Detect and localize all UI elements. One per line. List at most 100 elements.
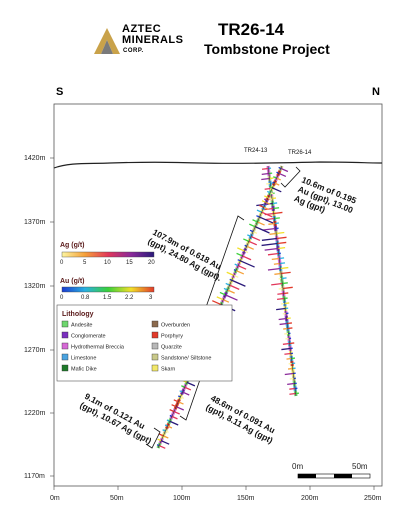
ag-assay-bar: [267, 197, 273, 200]
lithology-label: Sandstone/ Siltstone: [161, 356, 211, 362]
logo-line-2: MINERALS: [122, 34, 184, 46]
au-assay-bar: [280, 266, 289, 270]
au-assay-bar: [249, 229, 254, 233]
au-legend-title: Au (g/t): [60, 278, 85, 285]
ag-assay-bar: [182, 391, 190, 396]
ag-assay-bar: [160, 440, 170, 445]
ag-assay-bar: [287, 382, 295, 386]
au-assay-bar: [279, 257, 285, 260]
au-assay-bar: [277, 246, 286, 250]
lithology-label: Skarn: [161, 367, 175, 373]
au-assay-bar: [156, 444, 160, 447]
aztec-logo-icon: [94, 28, 120, 54]
y-tick-label: 1420m: [24, 155, 46, 162]
ag-assay-bar: [284, 372, 294, 376]
ag-assay-bar: [175, 406, 185, 411]
au-assay-bar: [256, 209, 262, 213]
au-assay-bar: [259, 204, 265, 208]
ag-assay-bar: [267, 252, 279, 256]
compass-north: N: [372, 86, 380, 98]
ag-assay-bar: [289, 392, 296, 395]
lithology-swatch: [151, 353, 159, 361]
ag-assay-bar: [167, 425, 173, 429]
lithology-swatch: [61, 320, 69, 328]
au-assay-bar: [179, 390, 183, 393]
y-tick-label: 1220m: [24, 410, 46, 417]
au-assay-bar: [244, 244, 247, 247]
ag-assay-bar: [272, 187, 282, 193]
ag-assay-bar: [280, 167, 289, 173]
x-tick-label: 250m: [364, 495, 382, 502]
ag-assay-bar: [289, 377, 294, 380]
ag-assay-bar: [265, 201, 271, 205]
ag-assay-bar: [264, 187, 271, 190]
au-assay-bar: [282, 286, 293, 290]
au-assay-bar: [216, 296, 224, 301]
ag-assay-bar: [250, 235, 261, 242]
ag-assay-bar: [278, 287, 283, 290]
ag-assay-bar: [158, 444, 166, 449]
ag-tick: 15: [126, 260, 133, 266]
ag-assay-bar: [276, 297, 285, 301]
ag-assay-bar: [274, 182, 280, 186]
ag-assay-bar: [222, 299, 230, 303]
au-assay-bar: [267, 190, 271, 194]
logo-line-3: CORP.: [123, 48, 144, 54]
x-axis: 0m 50m 100m 150m 200m 250m: [50, 486, 382, 502]
au-assay-bar: [236, 252, 243, 257]
scale-bar-label: 50m: [352, 462, 368, 471]
au-tick: 2.2: [125, 295, 134, 301]
ag-assay-bar: [284, 352, 291, 355]
ag-assay-bar: [257, 221, 265, 226]
ag-assay-bar: [267, 267, 281, 271]
annotation-107-9m: 107.9m of 0.618 Au (gpt), 24.80 Ag (gpt)…: [146, 227, 223, 283]
au-assay-bar: [243, 238, 250, 242]
lithology-legend-title: Lithology: [62, 311, 94, 318]
ag-assay-bar: [276, 307, 286, 311]
x-tick-label: 150m: [237, 495, 255, 502]
ag-assay-bar: [178, 401, 184, 405]
lithology-swatch: [61, 342, 69, 350]
ag-assay-bar: [173, 410, 180, 415]
lithology-label: Conglomerate: [71, 334, 106, 340]
ag-assay-bar: [284, 332, 289, 335]
au-tick: 0: [60, 295, 64, 301]
ag-assay-bar: [261, 177, 270, 181]
y-tick-label: 1320m: [24, 283, 46, 290]
lithology-swatch: [151, 364, 159, 372]
au-assay-bar: [277, 241, 287, 245]
au-assay-bar: [276, 231, 285, 235]
au-assay-bar: [286, 317, 291, 320]
scale-bar-label: 0m: [292, 462, 303, 471]
au-assay-bar: [274, 217, 280, 220]
project-subtitle: Tombstone Project: [204, 41, 330, 57]
ag-assay-bar: [255, 226, 270, 234]
lithology-label: Limestone: [71, 356, 96, 362]
ag-assay-bar: [274, 272, 282, 275]
lithology-swatch: [61, 353, 69, 361]
au-assay-bar: [225, 282, 230, 286]
au-tick: 3: [149, 295, 153, 301]
ag-assay-bar: [225, 294, 238, 301]
au-assay-bar: [237, 247, 245, 252]
au-assay-bar: [261, 200, 267, 204]
au-assay-bar: [164, 424, 168, 427]
ag-assay-bar: [261, 172, 269, 176]
lithology-legend-box: [56, 304, 233, 382]
au-assay-bar: [171, 404, 177, 408]
ag-assay-bar: [282, 342, 290, 345]
ag-assay-bar: [163, 435, 169, 439]
ag-assay-bar: [277, 292, 284, 295]
drill-hole-label: TR26-14: [288, 150, 312, 156]
ag-tick: 5: [83, 260, 87, 266]
ag-assay-bar: [261, 237, 277, 241]
au-assay-bar: [166, 419, 171, 422]
au-assay-bar: [237, 259, 241, 262]
au-assay-bar: [249, 223, 256, 228]
au-tick: 0.8: [81, 295, 90, 301]
ag-assay-bar: [248, 240, 258, 246]
y-tick-label: 1270m: [24, 347, 46, 354]
ag-tick: 20: [148, 260, 155, 266]
au-assay-bar: [273, 176, 277, 179]
topography-line: [53, 161, 383, 169]
